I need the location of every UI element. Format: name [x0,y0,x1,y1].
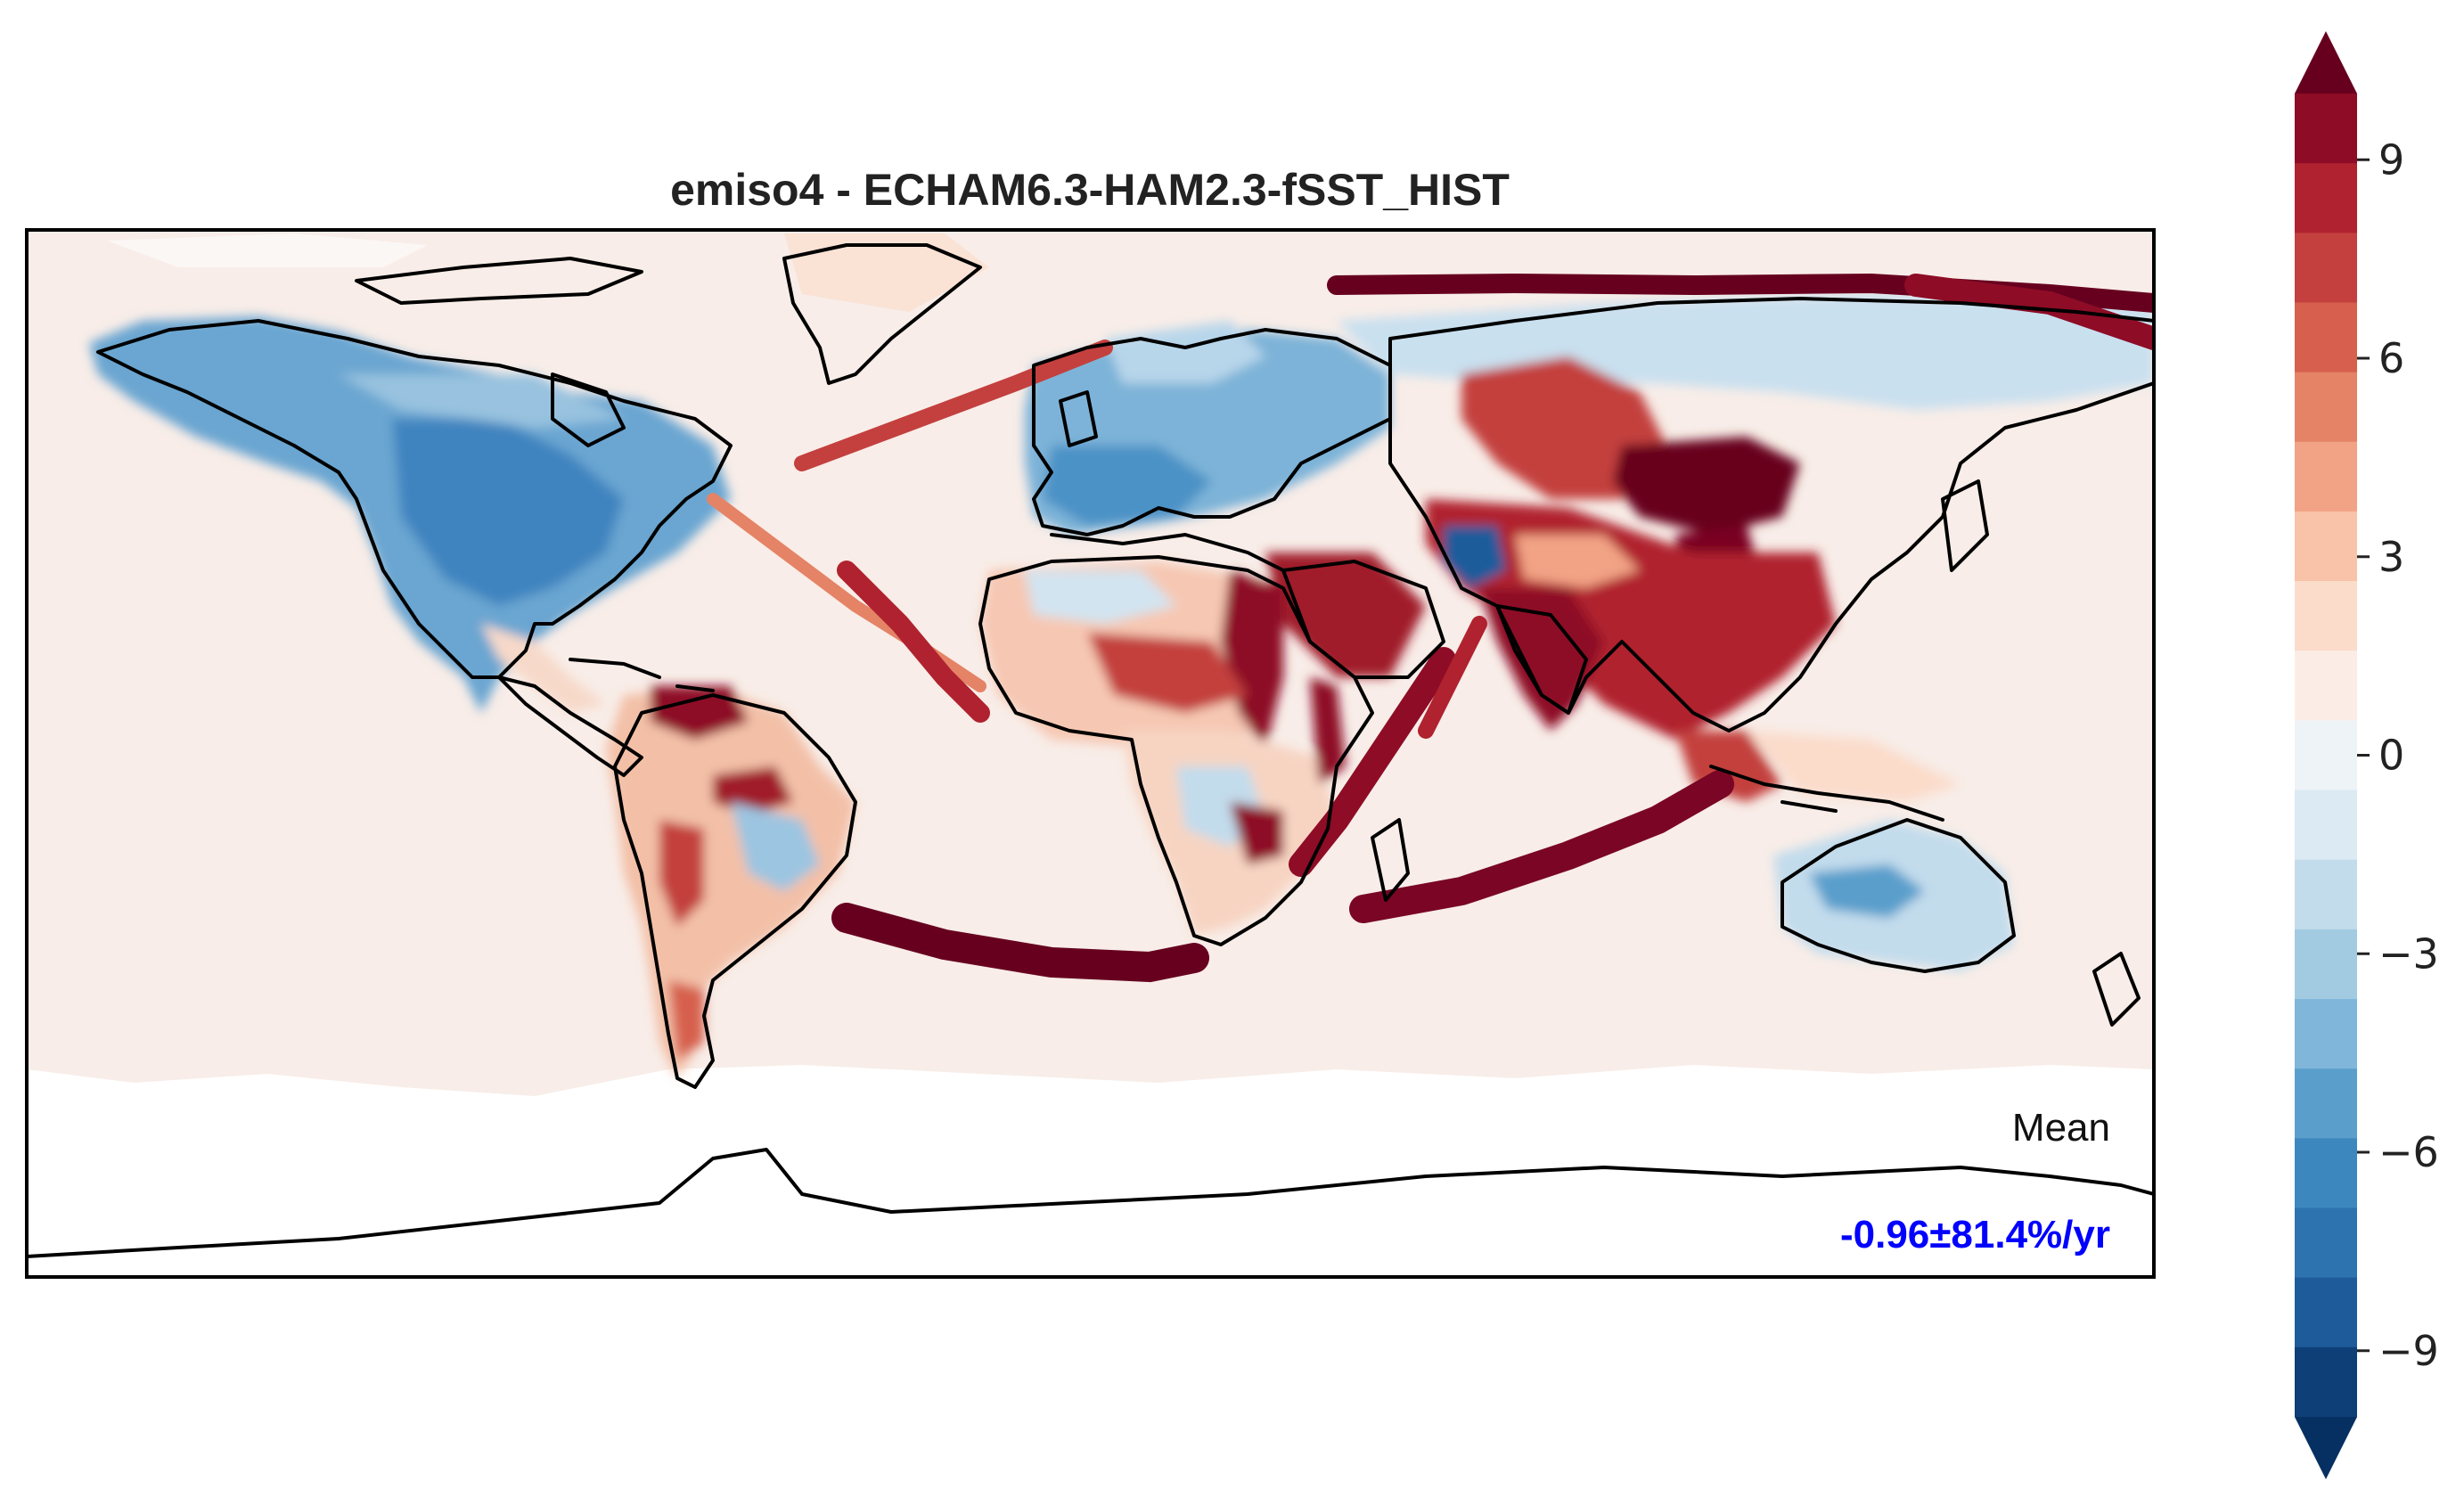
coast-central-america [497,675,643,777]
europe-core [1043,446,1212,526]
coast-australia [1780,818,2016,973]
colorbar-tick-label: 6 [2378,334,2404,382]
coast-north-america [96,319,733,679]
central-america-mixed [481,624,606,713]
mean-label: Mean [2012,1106,2110,1150]
map-frame [25,228,2156,1279]
central-africa-red [1087,633,1248,713]
colorbar-bin [2295,581,2357,651]
australia-core [1809,864,1925,918]
chart-title: emiso4 - ECHAM6.3-HAM2.3-fSST_HIST [670,165,1510,215]
north-america-core [392,419,624,606]
coast-greenland [782,243,982,385]
colorbar-bin [2295,1207,2357,1279]
near-zero-areas [27,233,2154,1277]
colorbar-bin [2295,1277,2357,1348]
iran-blue [1444,526,1506,588]
mean-value: -0.96±81.4%/yr [1840,1213,2110,1256]
east-africa-red [1221,570,1283,749]
colorbar-bin [2295,1138,2357,1209]
coast-south-america [613,693,857,1089]
andes-red [659,820,704,927]
china-dark-red [1613,437,1800,535]
colorbar-extend-min [2295,1417,2357,1479]
colorbar-tick-label: 0 [2378,732,2404,780]
coast-asia [1388,297,2154,733]
colorbar-bin [2295,1346,2357,1418]
colorbar-bin [2295,441,2357,512]
colorbar-tick-label: 9 [2378,135,2404,184]
coast-europe [1032,328,1392,536]
lane-siberia-coast [1327,273,2154,313]
coast-antarctica [27,1148,2154,1258]
colorbar-bin [2295,233,2357,303]
coast-japan [1941,479,1989,572]
colorbar-tick-label: −3 [2378,929,2439,978]
coast-india [1495,604,1588,715]
coast-arctic-islands [355,257,643,305]
colorbar-bin [2295,790,2357,861]
colorbar-bin [2295,929,2357,1000]
lane-indian-ocean [1349,770,1734,923]
colorbar-bin [2295,372,2357,443]
coast-new-zealand [2092,952,2141,1027]
east-africa-rift-red [1310,677,1346,784]
arctic-white-patch [107,233,428,267]
maritime-light [1747,731,1961,802]
colorbar-tick-label: −9 [2378,1327,2439,1375]
colorbar-extend-max [2295,31,2357,94]
patagonia-red [668,980,704,1060]
coast-africa [978,555,1374,946]
colorbar-bin [2295,999,2357,1069]
south-america-blue [731,802,820,891]
greenland-ocean-patch [784,233,989,312]
colorbar-tick-label: −6 [2378,1128,2439,1176]
coast-hudson-bay [551,372,626,447]
coastlines [27,243,2154,1258]
coast-caribbean [569,658,715,692]
arabia-red [1265,552,1426,677]
colorbar-tick-label: 3 [2378,533,2404,581]
lane-red-sea [1418,616,1487,739]
colorbar: 9 6 3 0 −3 −6 −9 [2295,31,2439,1479]
coast-mediterranean [1050,533,1285,572]
coast-indonesia [1709,765,1944,822]
anomaly-fields [89,294,2154,1078]
colorbar-bin [2295,651,2357,721]
lane-west-africa [837,561,990,723]
lane-kamchatka [1904,274,2154,350]
map-panel: Mean -0.96±81.4%/yr [27,230,2154,1277]
colorbar-bin [2295,859,2357,930]
colorbar-bin [2295,94,2357,164]
colorbar-bin [2295,1068,2357,1139]
south-pacific-white [53,1092,624,1150]
colorbar-bin [2295,302,2357,373]
drc-red [1230,802,1283,864]
lane-south-atlantic [831,903,1209,983]
colorbar-bin [2295,720,2357,791]
sahara-blue [1025,570,1176,624]
tibet-light [1515,535,1640,588]
coast-arabia [1281,560,1445,679]
coast-madagascar [1371,818,1410,902]
colorbar-bin [2295,163,2357,233]
coast-uk [1059,390,1098,447]
colorbar-bin [2295,511,2357,582]
lane-north-atlantic [794,340,1113,471]
